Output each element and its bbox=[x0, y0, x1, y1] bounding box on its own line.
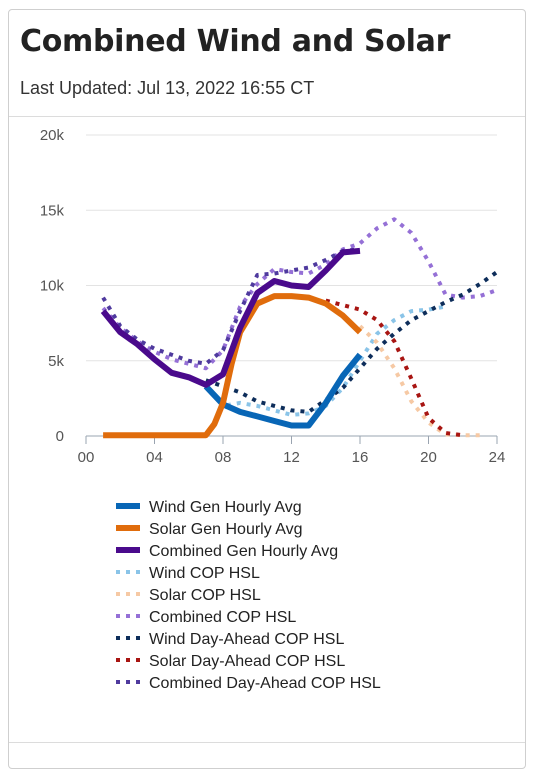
legend-label: Wind Day-Ahead COP HSL bbox=[149, 631, 344, 648]
series-line-wind-gen-hourly-avg[interactable] bbox=[203, 352, 363, 429]
last-updated-text: Last Updated: Jul 13, 2022 16:55 CT bbox=[20, 78, 315, 98]
x-tick-label: 24 bbox=[489, 449, 506, 466]
series-line-wind-day-ahead-cop-hsl[interactable] bbox=[205, 270, 499, 414]
chart-series bbox=[100, 217, 499, 439]
chart-legend: Wind Gen Hourly Avg Solar Gen Hourly Avg C… bbox=[116, 499, 381, 692]
legend-item[interactable]: Solar Gen Hourly Avg bbox=[116, 521, 303, 538]
legend-item[interactable]: Wind Gen Hourly Avg bbox=[116, 499, 302, 516]
legend-item[interactable]: Solar COP HSL bbox=[116, 587, 261, 604]
legend-item[interactable]: Combined Gen Hourly Avg bbox=[116, 543, 338, 560]
legend-label: Wind Gen Hourly Avg bbox=[149, 499, 302, 516]
y-tick-label: 5k bbox=[48, 353, 64, 370]
y-tick-label: 10k bbox=[40, 278, 65, 295]
legend-item[interactable]: Wind Day-Ahead COP HSL bbox=[116, 631, 344, 648]
page-title: Combined Wind and Solar bbox=[20, 24, 451, 59]
y-tick-label: 0 bbox=[56, 428, 64, 445]
y-tick-label: 15k bbox=[40, 202, 65, 219]
chart-axis: 0 5k 10k 15k 20k 00 04 08 12 16 20 24 bbox=[40, 127, 506, 466]
legend-label: Combined Day-Ahead COP HSL bbox=[149, 675, 381, 692]
card-divider bbox=[9, 742, 525, 743]
x-tick-label: 20 bbox=[420, 449, 437, 466]
series-line-solar-day-ahead-cop-hsl[interactable] bbox=[325, 298, 464, 438]
line-chart: 0 5k 10k 15k 20k 00 04 08 12 16 20 24 Wind Gen Hour… bbox=[40, 127, 506, 692]
x-tick-label: 08 bbox=[215, 449, 232, 466]
x-tick-label: 00 bbox=[78, 449, 95, 466]
series-line-combined-day-ahead-cop-hsl[interactable] bbox=[101, 247, 361, 366]
series-line-combined-gen-hourly-avg[interactable] bbox=[100, 247, 361, 388]
legend-item[interactable]: Combined COP HSL bbox=[116, 609, 296, 626]
legend-label: Combined Gen Hourly Avg bbox=[149, 543, 338, 560]
chart-card: Combined Wind and Solar Last Updated: Ju… bbox=[8, 9, 526, 769]
legend-label: Combined COP HSL bbox=[149, 609, 296, 626]
card-header: Combined Wind and Solar Last Updated: Ju… bbox=[9, 10, 525, 117]
series-line-solar-gen-hourly-avg[interactable] bbox=[103, 293, 363, 439]
series-line-combined-cop-hsl[interactable] bbox=[101, 217, 498, 371]
x-tick-label: 12 bbox=[283, 449, 300, 466]
legend-label: Wind COP HSL bbox=[149, 565, 260, 582]
legend-item[interactable]: Combined Day-Ahead COP HSL bbox=[116, 675, 381, 692]
chart-grid bbox=[86, 134, 497, 362]
series-line-solar-cop-hsl[interactable] bbox=[358, 324, 480, 438]
legend-item[interactable]: Wind COP HSL bbox=[116, 565, 260, 582]
x-tick-label: 04 bbox=[146, 449, 163, 466]
x-tick-label: 16 bbox=[352, 449, 369, 466]
y-tick-label: 20k bbox=[40, 127, 65, 144]
legend-label: Solar Gen Hourly Avg bbox=[149, 521, 303, 538]
legend-label: Solar COP HSL bbox=[149, 587, 261, 604]
legend-item[interactable]: Solar Day-Ahead COP HSL bbox=[116, 653, 345, 670]
legend-label: Solar Day-Ahead COP HSL bbox=[149, 653, 345, 670]
